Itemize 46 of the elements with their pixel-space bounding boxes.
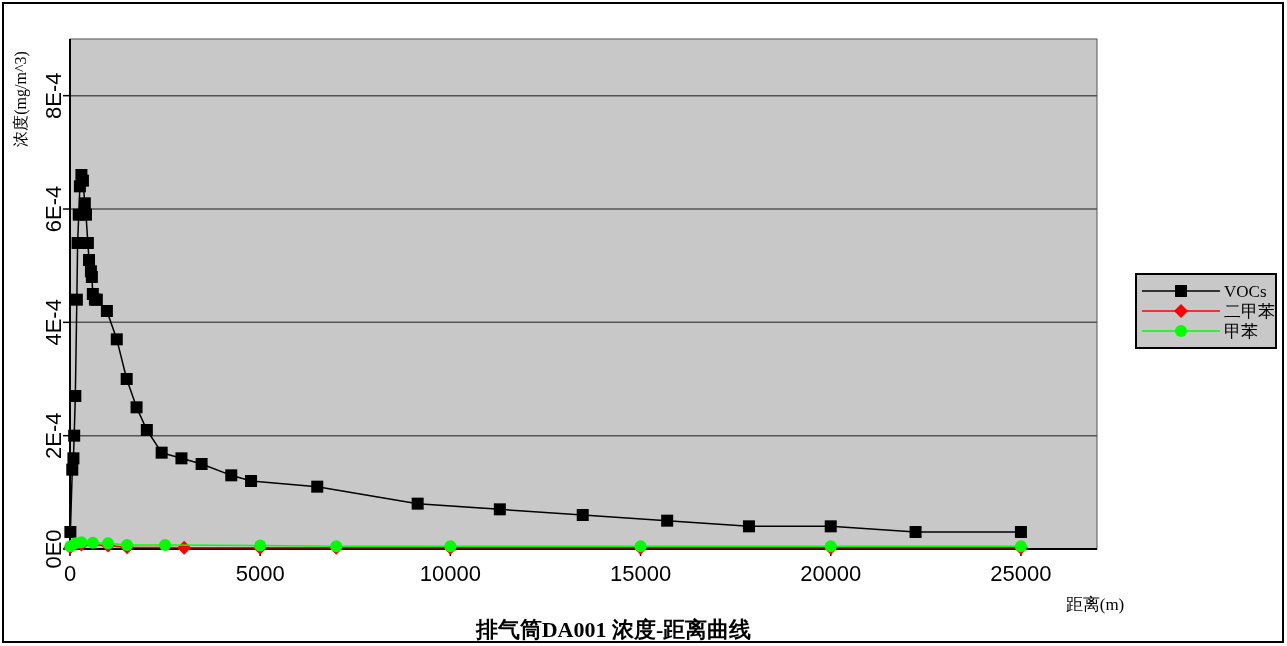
point [78,197,91,210]
point [64,526,77,538]
point [67,452,80,465]
point [225,469,238,482]
x-axis-title: 距离(m) [1065,595,1125,614]
y-axis-title: 浓度(mg/m^3) [12,51,30,147]
point [661,514,674,527]
y-tick-label: 6E-4 [41,185,66,233]
point [245,475,258,487]
point [86,536,99,549]
x-tick-label: 10000 [419,561,481,586]
point [83,254,96,266]
point [140,424,153,436]
y-tick-label: 0E0 [41,529,66,569]
point [493,503,506,516]
point [100,305,113,317]
point [175,452,188,465]
x-tick-label: 25000 [990,561,1052,586]
text: 排气筒DA001 浓度-距离曲线 [474,617,752,642]
point [70,293,83,306]
point [130,401,143,414]
y-tick-label: 2E-4 [41,412,66,459]
point [120,373,133,385]
point [742,520,755,533]
point [576,509,589,521]
x-tick-label: 15000 [609,561,672,586]
point [110,333,123,346]
point [195,458,208,470]
y-tick-label: 8E-4 [41,72,66,119]
point [66,463,79,476]
point [311,480,324,493]
point [909,526,922,538]
x-tick-label: 5000 [235,561,285,586]
x-tick-label: 20000 [800,561,862,586]
point [68,429,81,442]
x-tick-label: 0 [63,561,77,586]
point [85,271,98,283]
y-tick-label: 4E-4 [41,299,66,346]
point [159,539,172,552]
legend-label: VOCs [1224,282,1267,301]
legend-label: 二甲苯 [1224,302,1275,321]
legend-label: 甲苯 [1224,322,1258,341]
point [411,497,424,510]
point [824,520,837,533]
point [155,446,168,459]
point [1014,526,1027,538]
